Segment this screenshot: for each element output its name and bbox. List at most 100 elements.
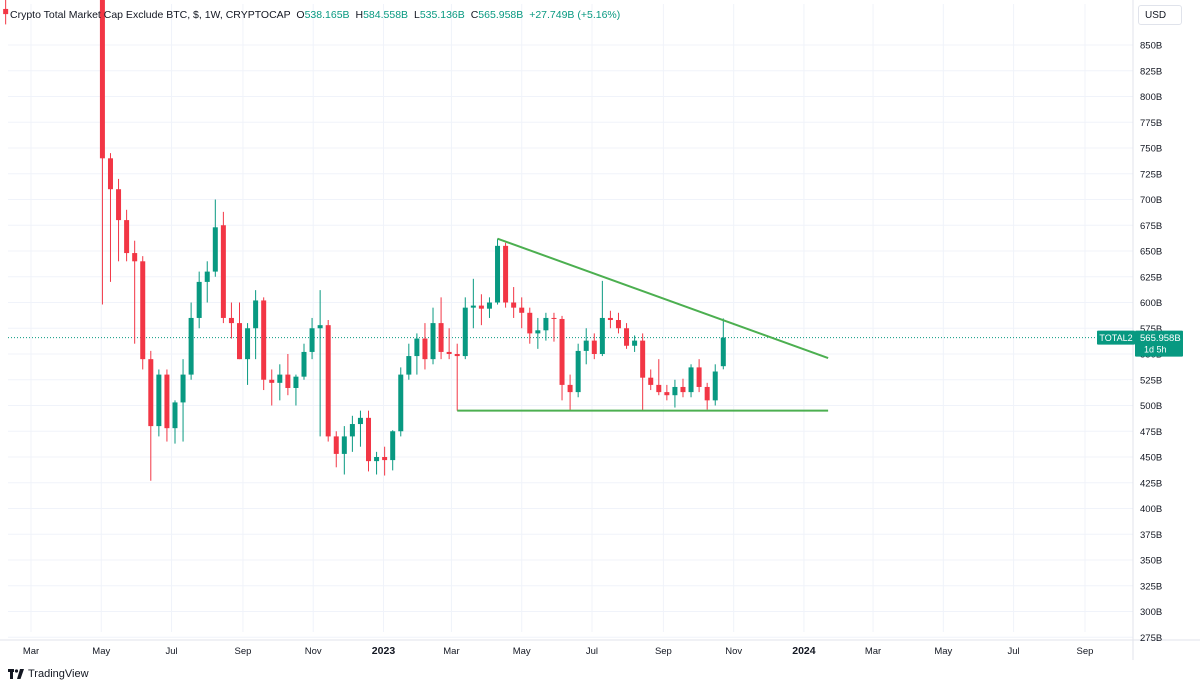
candle-body: [503, 245, 509, 303]
bullish-candle: [720, 318, 726, 370]
candle-body: [390, 431, 396, 461]
bearish-candle: [228, 302, 234, 339]
candle-body: [132, 253, 138, 262]
bearish-candle: [140, 256, 146, 370]
bullish-candle: [390, 430, 396, 471]
bearish-candle: [132, 240, 138, 344]
price-axis-label: 375B: [1140, 530, 1162, 541]
time-axis-label: Jul: [586, 646, 598, 657]
candle-body: [696, 367, 702, 387]
bullish-candle: [301, 343, 307, 380]
bullish-candle: [180, 359, 186, 442]
time-axis-label: Jul: [165, 646, 177, 657]
price-axis-label: 450B: [1140, 453, 1162, 464]
candle-body: [495, 245, 501, 303]
footer-branding: TradingView: [8, 668, 89, 680]
candle-body: [640, 340, 646, 378]
candle-body: [551, 317, 557, 319]
candle-body: [228, 317, 234, 324]
price-tag-countdown: 1d 5h: [1144, 345, 1167, 355]
candle-body: [253, 300, 259, 329]
legend-close-value: 565.958B: [478, 9, 524, 21]
bullish-candle: [309, 317, 315, 360]
price-axis-label: 525B: [1140, 375, 1162, 386]
candle-body: [196, 281, 202, 318]
candles: [3, 0, 726, 481]
price-axis-label: 700B: [1140, 195, 1162, 206]
candle-body: [567, 384, 573, 393]
candle-body: [615, 320, 621, 329]
grid: [8, 4, 1133, 638]
footer-brand-text: TradingView: [28, 668, 89, 680]
candle-body: [357, 417, 363, 425]
bullish-candle: [293, 374, 299, 406]
time-axis-label: Nov: [725, 646, 742, 657]
candle-body: [317, 325, 323, 329]
candle-body: [535, 330, 541, 334]
time-axis-label: Mar: [443, 646, 459, 657]
candle-body: [341, 436, 347, 454]
bearish-candle: [503, 242, 509, 308]
bullish-candle: [357, 410, 363, 447]
candle-body: [712, 371, 718, 401]
candle-body: [446, 351, 452, 354]
bullish-candle: [712, 364, 718, 406]
candle-body: [632, 340, 638, 346]
candle-body: [406, 356, 412, 375]
candle-body: [99, 0, 105, 159]
chart-legend: Crypto Total Market Cap Exclude BTC, $, …: [10, 9, 620, 21]
candle-body: [236, 323, 242, 360]
legend-open-label: O: [296, 9, 305, 21]
candle-body: [720, 337, 726, 367]
bearish-candle: [591, 333, 597, 360]
price-axis-label: 350B: [1140, 556, 1162, 567]
bearish-candle: [366, 410, 372, 472]
candle-body: [664, 392, 670, 396]
bearish-candle: [382, 446, 388, 476]
symbol-tag-bg: [1097, 330, 1135, 345]
candle-body: [519, 307, 525, 313]
bullish-candle: [398, 367, 404, 437]
price-tag-bg: [1135, 330, 1183, 357]
currency-button[interactable]: USD: [1138, 5, 1182, 25]
bullish-candle: [212, 199, 218, 277]
bullish-candle: [349, 415, 355, 452]
candle-body: [325, 325, 331, 437]
candle-body: [438, 323, 444, 352]
bullish-candle: [470, 278, 476, 329]
bearish-candle: [454, 343, 460, 411]
price-axis-label: 600B: [1140, 298, 1162, 309]
candle-body: [164, 374, 170, 429]
legend-high-value: 584.558B: [363, 9, 409, 21]
candle-body: [220, 225, 226, 318]
bearish-candle: [333, 431, 339, 468]
bearish-candle: [220, 211, 226, 324]
legend-change: +27.749B (+5.16%): [529, 9, 621, 21]
candle-body: [293, 376, 299, 388]
time-axis-label: Sep: [655, 646, 672, 657]
candle-body: [591, 340, 597, 354]
price-axis-label: 325B: [1140, 581, 1162, 592]
candle-body: [366, 417, 372, 462]
bearish-candle: [236, 302, 242, 360]
candle-body: [124, 220, 130, 254]
bearish-candle: [559, 315, 565, 401]
time-axis-label: Jul: [1008, 646, 1020, 657]
bullish-candle: [495, 238, 501, 305]
candle-body: [382, 457, 388, 461]
bullish-candle: [575, 343, 581, 398]
price-axis-label: 650B: [1140, 247, 1162, 258]
candle-body: [543, 317, 549, 331]
bearish-candle: [478, 294, 484, 326]
price-axis-label: 775B: [1140, 118, 1162, 129]
price-axis-label: 725B: [1140, 169, 1162, 180]
price-axis-label: 575B: [1140, 324, 1162, 335]
candle-body: [374, 457, 380, 462]
bullish-candle: [374, 451, 380, 475]
symbol-tag-text: TOTAL2: [1099, 333, 1132, 343]
candle-body: [656, 384, 662, 393]
candle-body: [470, 305, 476, 308]
bearish-candle: [696, 359, 702, 393]
